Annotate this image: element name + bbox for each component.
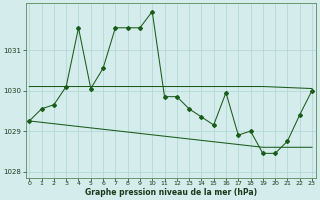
X-axis label: Graphe pression niveau de la mer (hPa): Graphe pression niveau de la mer (hPa) — [84, 188, 257, 197]
